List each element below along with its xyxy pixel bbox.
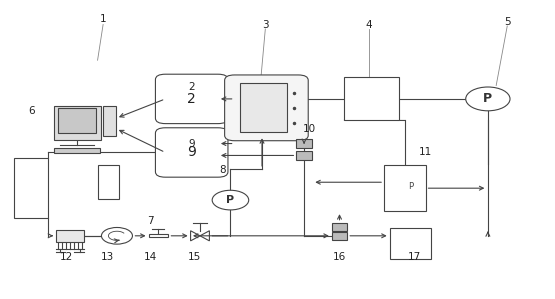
FancyBboxPatch shape (155, 128, 228, 177)
FancyBboxPatch shape (225, 75, 308, 141)
Bar (332, 223, 347, 231)
Text: P: P (408, 182, 413, 191)
Bar (296, 151, 312, 160)
Text: 5: 5 (504, 16, 511, 27)
Text: 2: 2 (188, 92, 196, 106)
Text: 1: 1 (100, 13, 107, 24)
Text: 6: 6 (28, 106, 34, 116)
Bar (14, 158, 48, 218)
Bar (296, 139, 312, 148)
Text: 14: 14 (144, 252, 157, 262)
Text: 12: 12 (59, 252, 73, 262)
Bar (58, 108, 96, 133)
Text: 10: 10 (303, 124, 316, 134)
Bar (332, 232, 347, 240)
Text: 9: 9 (187, 146, 196, 159)
Bar (240, 83, 287, 132)
Text: P: P (226, 195, 235, 205)
Polygon shape (190, 231, 200, 241)
Bar (149, 234, 168, 237)
Text: 4: 4 (366, 19, 372, 30)
FancyBboxPatch shape (155, 74, 228, 123)
Text: 2: 2 (188, 82, 195, 92)
Polygon shape (200, 231, 209, 241)
Bar (103, 106, 115, 136)
Text: 7: 7 (147, 216, 154, 226)
Text: 3: 3 (262, 19, 269, 30)
Circle shape (466, 87, 510, 111)
Circle shape (102, 228, 133, 244)
Bar (390, 228, 431, 259)
Text: 16: 16 (333, 252, 346, 262)
Text: 11: 11 (419, 147, 432, 158)
Text: 13: 13 (100, 252, 114, 262)
Text: P: P (483, 92, 492, 106)
Bar (54, 148, 100, 152)
Text: 17: 17 (408, 252, 421, 262)
Bar (344, 77, 399, 120)
Bar (384, 165, 426, 211)
Text: 9: 9 (188, 138, 195, 149)
Text: 15: 15 (188, 252, 201, 262)
Circle shape (212, 190, 249, 210)
Bar (56, 230, 84, 242)
Text: 8: 8 (219, 165, 225, 175)
Bar (98, 165, 119, 199)
Bar (54, 106, 100, 140)
